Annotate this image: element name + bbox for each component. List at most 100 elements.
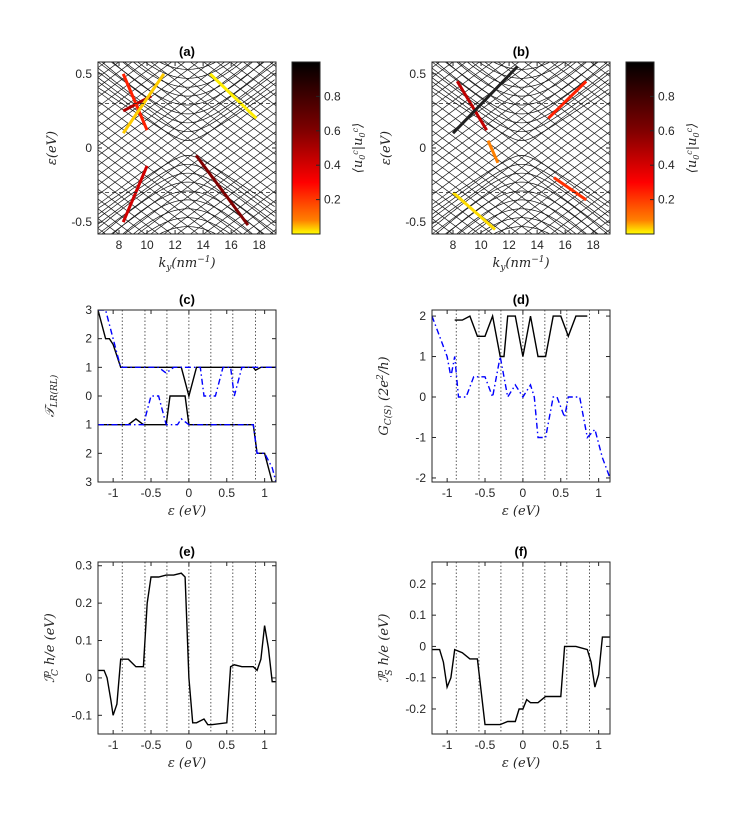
band-line-b: [576, 62, 610, 87]
colorbar-b: [625, 61, 655, 235]
andreev-branch-b: [547, 80, 588, 120]
band-line-b: [563, 62, 610, 97]
x-tick-label-b: 14: [530, 238, 544, 252]
plot-frame-c: [97, 309, 277, 483]
x-tick-label-e: -0.5: [141, 738, 162, 752]
x-tick-label-d: -0.5: [475, 486, 496, 500]
y-tick-label-d: 0: [419, 390, 426, 404]
band-line-b: [432, 188, 494, 234]
series-line-c-2: [98, 310, 276, 397]
y-tick-label-c: 2: [85, 446, 92, 460]
x-tick-label-e: 1: [261, 738, 268, 752]
colorbar-tick-label-a: 0.2: [324, 193, 341, 207]
band-line-b: [432, 62, 454, 78]
band-line-b: [457, 62, 610, 175]
x-tick-label-a: 12: [168, 238, 182, 252]
panel-b: 8 10 12 14 16 18 -0.5 0 0.5 (b) ky(nm−1) ε(eV) 0.2 0.…: [379, 44, 701, 273]
band-line-b: [432, 140, 560, 234]
x-tick-label-f: -1: [442, 738, 453, 752]
x-tick-label-e: -1: [108, 738, 119, 752]
band-curve-a: [98, 77, 275, 133]
band-line-a: [98, 140, 226, 234]
panel-e: -1 -0.5 0 0.5 1 -0.1 0 0.1 0.2 0.3 (e) ε (eV) ℐpC h/…: [42, 544, 277, 771]
band-line-b: [432, 62, 610, 195]
y-tick-label-e: 0: [85, 671, 92, 685]
band-line-a: [98, 62, 133, 88]
band-line-a: [98, 62, 120, 78]
band-line-b: [432, 81, 610, 214]
colorbar-tick-label-a: 0.8: [324, 89, 341, 103]
x-axis-label-d: ε (eV): [502, 504, 540, 519]
band-line-b: [432, 72, 610, 205]
band-line-a: [98, 169, 186, 234]
band-line-a: [98, 62, 146, 98]
plot-frame-e: [97, 561, 277, 735]
panel-f: -1 -0.5 0 0.5 1 -0.2 -0.1 0 0.1 0.2 (f) ε (eV) ℐpS h…: [376, 544, 611, 771]
band-curve-b: [466, 208, 577, 234]
plot-frame-f: [431, 561, 611, 735]
band-line-b: [563, 199, 610, 234]
y-tick-label-d: 2: [419, 309, 426, 323]
band-line-a: [98, 149, 212, 234]
band-line-b: [471, 62, 610, 165]
band-line-b: [432, 101, 610, 234]
band-line-a: [98, 62, 239, 166]
x-tick-label-d: 1: [595, 486, 602, 500]
y-tick-label-b: 0.5: [409, 67, 426, 81]
band-line-b: [432, 62, 573, 166]
band-curve-b: [432, 87, 609, 141]
band-curve-b: [435, 62, 608, 115]
series-group-f: [432, 636, 610, 726]
y-axis-label-d: GC(S) (2e2/h): [376, 356, 394, 435]
x-tick-label-f: 0: [520, 738, 527, 752]
x-tick-label-d: 0: [520, 486, 527, 500]
band-line-a: [98, 62, 199, 137]
band-line-b: [432, 91, 610, 224]
band-line-a: [98, 92, 276, 225]
band-line-a: [163, 150, 276, 234]
series-group-d: [432, 313, 610, 479]
band-lines-a: [98, 62, 276, 234]
x-axis-label-e: ε (eV): [168, 756, 206, 771]
band-line-b: [432, 130, 573, 234]
x-tick-label-f: 0.5: [552, 738, 569, 752]
band-line-b: [432, 62, 467, 88]
band-curve-a: [122, 199, 254, 234]
colorbar-label-b: ⟨u0c|u0c⟩: [685, 123, 701, 173]
band-line-a: [137, 62, 276, 165]
colorbar-tick-label-a: 0.6: [324, 124, 341, 138]
y-tick-label-c: 1: [85, 360, 92, 374]
y-axis-label-b: ε(eV): [379, 131, 394, 165]
band-line-a: [98, 62, 226, 156]
band-line-b: [432, 62, 507, 117]
y-tick-label-d: -1: [415, 430, 426, 444]
colorbar-tick-label-b: 0.4: [658, 158, 675, 172]
series-line-c-1: [98, 395, 276, 482]
y-tick-label-a: 0.5: [75, 67, 92, 81]
band-line-b: [432, 71, 610, 204]
band-line-a: [98, 72, 276, 205]
band-line-a: [98, 179, 173, 234]
y-axis-label-a: ε(eV): [45, 131, 60, 165]
band-curve-a: [101, 62, 274, 115]
x-tick-label-b: 10: [474, 238, 488, 252]
x-tick-label-b: 12: [502, 238, 516, 252]
band-line-b: [537, 62, 610, 116]
band-line-b: [432, 62, 480, 98]
y-axis-label-c: 𝒯LR(RL): [43, 374, 60, 417]
band-line-a: [98, 62, 265, 186]
band-curve-a: [98, 155, 275, 209]
band-line-a: [98, 62, 186, 127]
y-tick-label-d: 1: [419, 350, 426, 364]
band-line-a: [242, 62, 276, 87]
band-curve-b: [492, 226, 551, 234]
colorbar-a: [291, 61, 321, 235]
series-group-c: [98, 310, 276, 482]
x-axis-label-f: ε (eV): [502, 756, 540, 771]
andreev-branch-b: [455, 80, 488, 131]
band-line-b: [457, 121, 610, 234]
y-tick-label-e: 0.1: [75, 634, 92, 648]
x-tick-label-b: 16: [558, 238, 572, 252]
panel-title-e: (e): [179, 544, 195, 559]
